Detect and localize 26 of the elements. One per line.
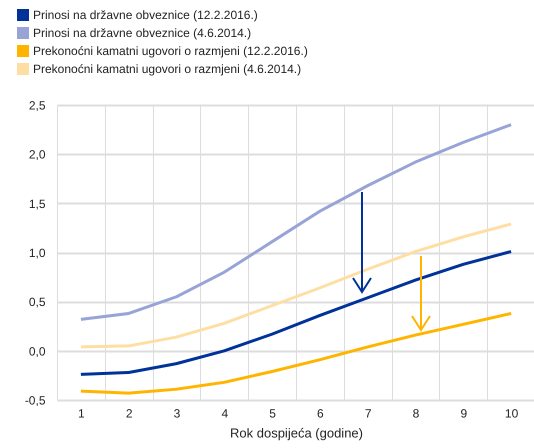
y-tick-label: 1,5	[28, 196, 46, 211]
legend-label: Prinosi na državne obveznice (4.6.2014.)	[33, 26, 252, 40]
y-tick-label: 1,0	[28, 246, 46, 260]
y-tick-label: 0,0	[28, 344, 46, 358]
line-series	[79, 222, 513, 348]
legend-label: Prekonoćni kamatni ugovori o razmjeni (4.6.2014.)	[33, 62, 302, 76]
x-tick-label: 5	[269, 406, 276, 420]
x-tick-label: 4	[221, 406, 228, 420]
x-tick-label: 7	[364, 406, 372, 420]
y-tick-label: 2,5	[28, 98, 46, 112]
x-tick-label: 2	[126, 406, 133, 420]
legend-label: Prekonoćni kamatni ugovori o razmjeni (12.2.2016.)	[33, 44, 308, 58]
x-tick-label: 10	[504, 406, 519, 420]
x-tick-label: 9	[460, 406, 468, 420]
y-tick-label: -0,5	[24, 394, 46, 408]
x-axis-title: Rok dospijeća (godine)	[230, 426, 363, 440]
line-series	[79, 250, 513, 376]
x-tick-label: 6	[317, 406, 324, 420]
x-tick-label: 1	[78, 406, 86, 420]
legend-label: Prinosi na državne obveznice (12.2.2016.)	[33, 8, 258, 22]
y-tick-label: 2,0	[28, 148, 46, 162]
x-tick-label: 3	[174, 406, 181, 420]
line-series	[79, 312, 513, 395]
x-tick-label: 8	[412, 406, 420, 420]
y-tick-label: 0,5	[28, 295, 46, 310]
line-series	[79, 123, 513, 321]
